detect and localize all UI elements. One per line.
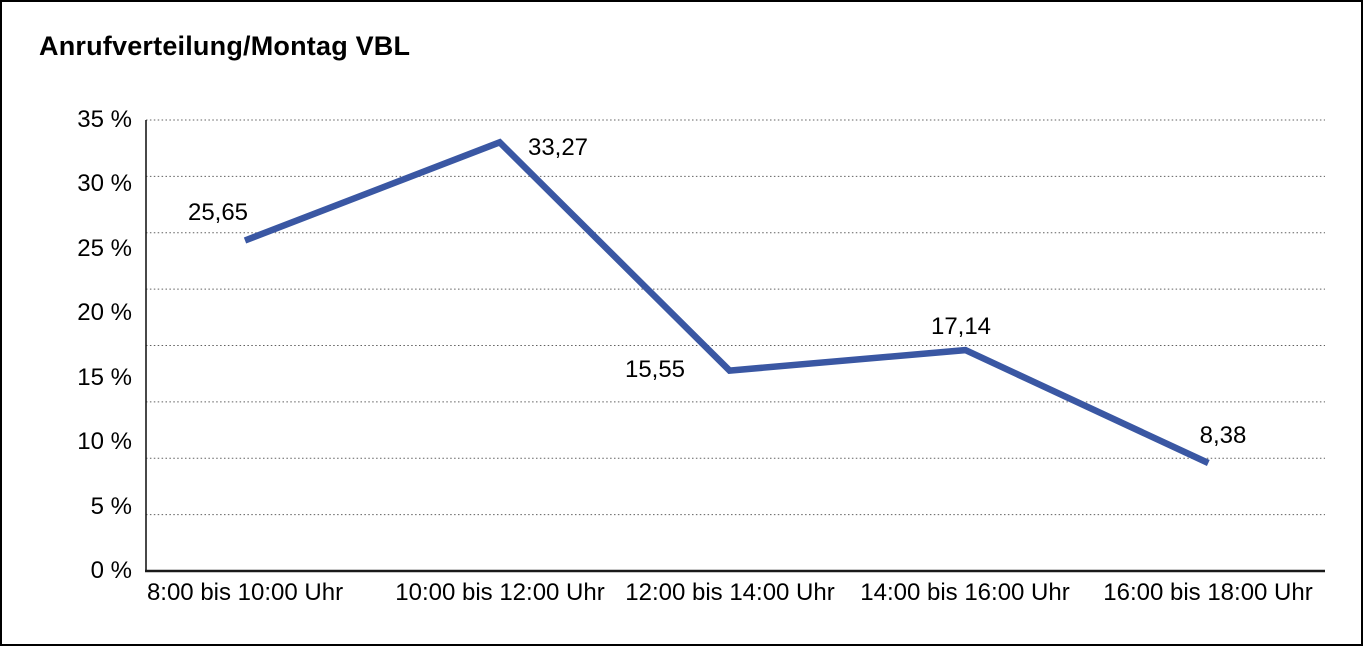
chart-title: Anrufverteilung/Montag VBL bbox=[39, 31, 411, 61]
data-series-line bbox=[243, 138, 1210, 466]
